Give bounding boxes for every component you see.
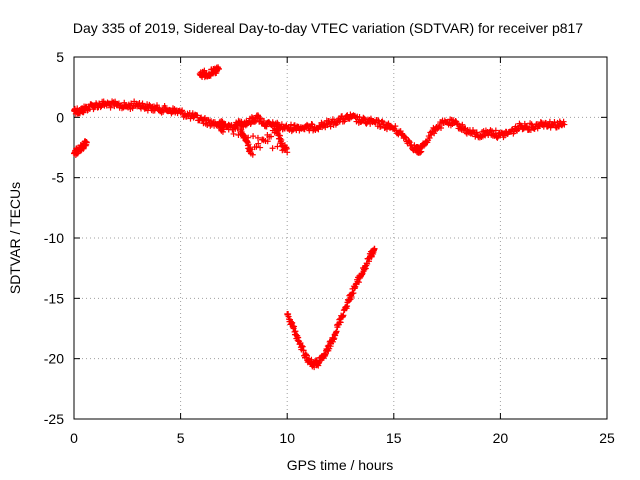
data-point: [230, 130, 237, 137]
x-axis-tick-labels: 0 5 10 15 20 25: [70, 430, 615, 446]
data-point: [249, 151, 256, 158]
data-point: [255, 140, 262, 147]
data-point: [300, 347, 307, 354]
data-point: [342, 116, 349, 123]
data-point: [561, 121, 568, 128]
chart-title: Day 335 of 2019, Sidereal Day-to-day VTE…: [73, 20, 583, 36]
x-tick-label-3: 15: [386, 430, 402, 446]
data-point: [261, 117, 268, 124]
data-point: [269, 145, 276, 152]
data-point: [303, 121, 310, 128]
series-0: [71, 98, 568, 156]
data-point: [213, 70, 220, 77]
data-point: [235, 132, 242, 139]
x-tick-label-0: 0: [70, 430, 78, 446]
data-points: [71, 64, 568, 371]
y-tick-label-3: -10: [44, 230, 64, 246]
y-tick-label-4: -5: [52, 170, 65, 186]
data-point: [254, 112, 261, 119]
data-point: [121, 99, 128, 106]
data-point: [238, 118, 245, 125]
data-point: [215, 66, 222, 73]
data-point: [139, 100, 146, 107]
data-point: [259, 136, 266, 143]
data-point: [279, 147, 286, 154]
data-point: [337, 319, 344, 326]
x-tick-label-5: 25: [599, 430, 615, 446]
data-point: [392, 123, 399, 130]
data-point: [333, 328, 340, 335]
axis-ticks: [73, 56, 608, 420]
data-point: [253, 143, 260, 150]
data-point: [406, 138, 413, 145]
data-point: [250, 133, 257, 140]
data-point: [225, 126, 232, 133]
data-point: [494, 134, 501, 141]
series-1: [71, 138, 90, 158]
data-point: [288, 121, 295, 128]
data-point: [560, 118, 567, 125]
data-point: [417, 149, 424, 156]
data-point: [291, 323, 298, 330]
data-point: [220, 126, 227, 133]
y-tick-label-0: -25: [44, 411, 64, 427]
data-point: [453, 120, 460, 127]
data-point: [207, 72, 214, 79]
x-tick-label-1: 5: [177, 430, 185, 446]
data-point: [283, 122, 290, 129]
data-point: [356, 114, 363, 121]
grid-lines: [74, 57, 607, 419]
y-tick-label-1: -20: [44, 351, 64, 367]
data-point: [107, 104, 114, 111]
y-axis-title: SDTVAR / TECUs: [7, 182, 23, 294]
x-tick-label-2: 10: [279, 430, 295, 446]
data-point: [492, 127, 499, 134]
data-point: [264, 138, 271, 145]
data-point: [248, 114, 255, 121]
data-point: [258, 116, 265, 123]
data-point: [254, 134, 261, 141]
data-point: [459, 121, 466, 128]
series-4: [284, 245, 378, 371]
data-point: [257, 144, 264, 151]
data-point: [257, 115, 264, 122]
data-point: [355, 279, 362, 286]
data-point: [377, 123, 384, 130]
data-point: [350, 290, 357, 297]
series-2: [196, 64, 222, 81]
data-point: [402, 134, 409, 141]
data-point: [551, 119, 558, 126]
data-point: [438, 125, 445, 132]
series-3: [215, 120, 291, 158]
data-point: [371, 245, 378, 252]
data-point: [301, 126, 308, 133]
data-point: [428, 131, 435, 138]
data-point: [284, 149, 291, 156]
data-point: [160, 108, 167, 115]
data-point: [263, 123, 270, 130]
data-point: [431, 130, 438, 137]
data-point: [268, 133, 275, 140]
data-point: [327, 123, 334, 130]
y-tick-label-6: 5: [56, 49, 64, 65]
data-point: [524, 123, 531, 130]
data-point: [83, 139, 90, 146]
data-point: [194, 112, 201, 119]
data-point: [344, 112, 351, 119]
y-tick-label-2: -15: [44, 290, 64, 306]
y-tick-label-5: 0: [56, 109, 64, 125]
data-point: [426, 134, 433, 141]
data-point: [274, 143, 281, 150]
data-point: [473, 129, 480, 136]
data-point: [245, 134, 252, 141]
data-point: [375, 117, 382, 124]
x-axis-title: GPS time / hours: [287, 457, 394, 473]
y-axis-tick-labels: -25 -20 -15 -10 -5 0 5: [44, 49, 64, 427]
x-tick-label-4: 20: [493, 430, 509, 446]
data-point: [253, 117, 260, 124]
data-point: [340, 312, 347, 319]
data-point: [383, 126, 390, 133]
data-point: [179, 107, 186, 114]
